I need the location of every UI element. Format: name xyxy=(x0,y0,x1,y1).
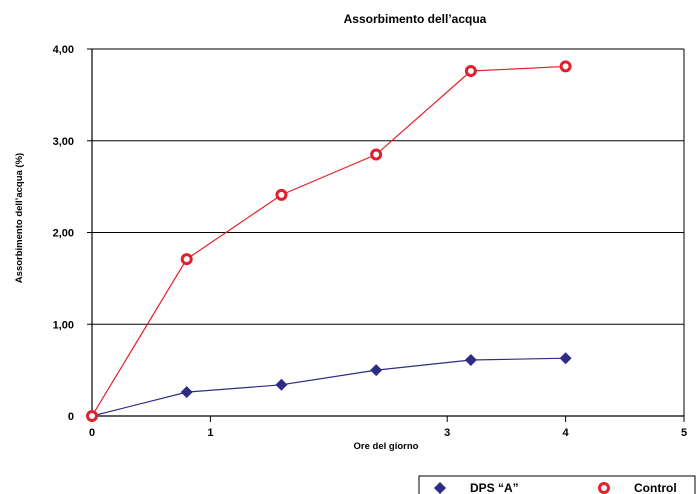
y-tick-label-4: 4,00 xyxy=(53,44,74,56)
axes xyxy=(87,48,685,422)
x-tick-label-0: 0 xyxy=(89,427,95,439)
data-point xyxy=(559,60,572,73)
legend-label-0: DPS “A” xyxy=(470,481,519,494)
data-point xyxy=(275,188,288,201)
legend-marker-1 xyxy=(598,482,610,494)
data-point xyxy=(464,65,477,78)
data-point xyxy=(180,386,193,399)
legend-item-0: DPS “A” xyxy=(434,481,519,494)
x-tick-label-4: 5 xyxy=(681,427,687,439)
x-tick-label-1: 1 xyxy=(207,427,213,439)
series-line-0 xyxy=(91,357,566,417)
y-tick-label-0: 0 xyxy=(68,411,74,423)
y-tick-labels: 0 1,00 2,00 3,00 4,00 xyxy=(53,44,74,423)
legend: DPS “A” Control xyxy=(418,475,696,494)
y-tick-label-3: 3,00 xyxy=(53,136,74,148)
data-point xyxy=(370,148,383,161)
legend-label-1: Control xyxy=(634,481,677,494)
data-point xyxy=(559,352,572,365)
legend-marker-0 xyxy=(434,482,446,494)
x-tick-label-3: 4 xyxy=(563,427,570,439)
series-line-1 xyxy=(91,65,566,417)
data-point xyxy=(464,354,477,367)
data-point xyxy=(275,378,288,391)
y-tick-label-2: 2,00 xyxy=(53,228,74,240)
gridlines xyxy=(92,48,684,325)
series-0 xyxy=(86,352,572,422)
x-axis-label: Ore del giorno xyxy=(354,441,419,452)
x-tick-label-2: 3 xyxy=(444,427,450,439)
data-point xyxy=(86,410,98,422)
series-1 xyxy=(86,60,572,422)
y-axis-label: Assorbimento dell’acqua (%) xyxy=(14,153,25,283)
x-tick-labels: 0 1 3 4 5 xyxy=(89,427,687,439)
data-point xyxy=(370,364,383,377)
legend-box xyxy=(418,475,696,494)
legend-item-1: Control xyxy=(598,481,677,494)
chart-title: Assorbimento dell’acqua xyxy=(344,12,487,26)
data-point xyxy=(180,253,193,266)
y-tick-label-1: 1,00 xyxy=(53,319,74,331)
series-layer xyxy=(86,60,572,422)
